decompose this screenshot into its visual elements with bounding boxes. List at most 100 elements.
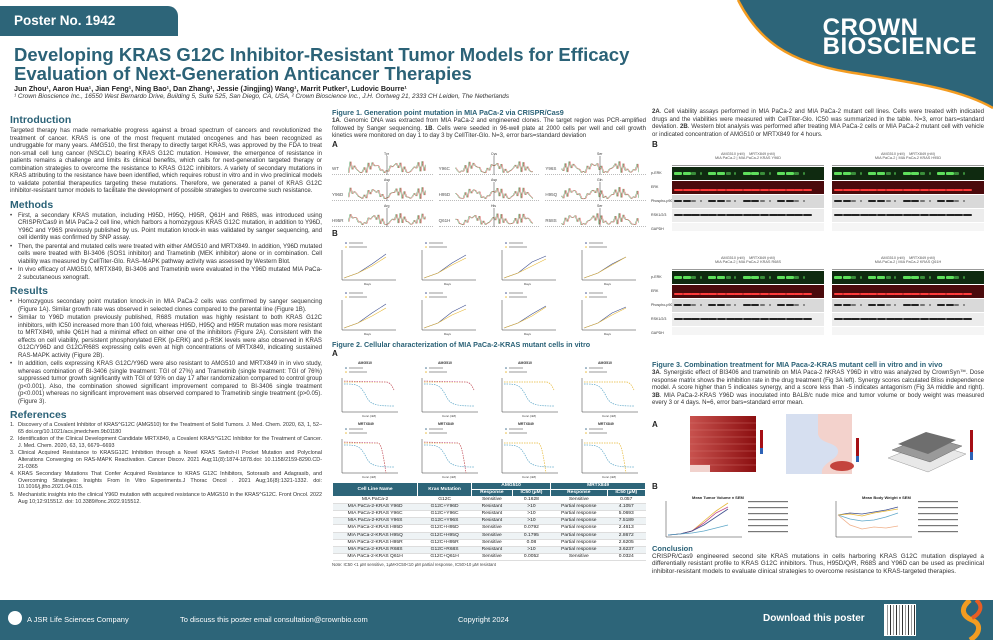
figure1-caption: 1A. Genomic DNA was extracted from MIA P… [332, 117, 646, 140]
affiliations: ¹ Crown Bioscience Inc., 16550 West Bern… [14, 93, 510, 100]
growth-curve-chart: Days [492, 290, 566, 336]
references-heading: References [10, 409, 67, 421]
table-cell: >10 [512, 510, 551, 519]
svg-text:Conc.(nM): Conc.(nM) [602, 414, 616, 418]
middle-column: Figure 1. Generation point mutation in M… [331, 108, 646, 567]
dose-response-chart: MRTX849 Conc.(nM) [412, 421, 486, 479]
svg-text:Conc.(nM): Conc.(nM) [442, 475, 456, 479]
svg-text:MRTX849: MRTX849 [358, 422, 374, 426]
svg-text:Asp: Asp [384, 178, 390, 182]
growth-curve-chart: Days [572, 240, 646, 286]
mutation-label: Y96D [332, 191, 344, 197]
table-cell: 2.8672 [607, 532, 646, 540]
chromatogram: Asp [454, 178, 533, 201]
table-row: MIA PaCa-2-KRAS H95Q G12C+H95Q Sensitive 0.… [332, 532, 646, 540]
jsr-logo-icon [8, 611, 22, 625]
subcolumn-header: IC50 (µM) [606, 488, 646, 497]
sequencing-trace: R68S Ser [545, 203, 646, 227]
sequencing-trace: Q61H His [438, 203, 540, 227]
caption-label: 1A [332, 117, 340, 124]
table-row: MIA PaCa-2-KRAS R68S G12C+R68S Resistant >1… [332, 546, 646, 555]
table-cell: Partial response [550, 532, 607, 540]
caption-label: 2A [652, 108, 660, 115]
western-blot-panel: AMG510 (nM) MRTX849 (nM) MIA PaCa-2 | MIA… [651, 152, 824, 252]
column-header: MRTX849 [550, 481, 646, 490]
svg-text:Conc.(nM): Conc.(nM) [522, 414, 536, 418]
svg-text:Days: Days [364, 282, 371, 286]
svg-text:MRTX849: MRTX849 [598, 422, 614, 426]
table-cell: MIA PaCa-2-KRAS H95Q [332, 532, 418, 540]
table-cell: 2.6205 [607, 539, 646, 547]
sequencing-trace: H95Q Gln [545, 177, 646, 201]
sequencing-trace: Y96C Cys [438, 151, 540, 175]
table-row: MIA PaCa-2 G12C Sensitive 0.1628 Sensitive 0.… [332, 496, 646, 504]
caption-text: . Genomic DNA was extracted from MIA PaC… [332, 117, 646, 132]
blot-row-labels: p-ERK ERK Phospho-p90RSK RSK1/2/3 GAPDH [651, 275, 680, 335]
sequencing-trace: Y96S Ser [545, 151, 646, 175]
download-poster-label[interactable]: Download this poster [763, 613, 865, 624]
caption-text: . Cell viability assays performed in MIA… [652, 108, 984, 130]
copyright: Copyright 2024 [458, 615, 509, 624]
subcolumn-header: Response [471, 488, 513, 497]
growth-curve-grid: Days Days Days Days Days Days Days Days [332, 240, 646, 336]
chromatogram: Ser [561, 204, 640, 227]
table-cell: >10 [512, 517, 551, 526]
crown-bioscience-logo: CROWN BIOSCIENCE [823, 16, 977, 59]
mutation-label: H95D [438, 191, 451, 197]
svg-text:Asp: Asp [491, 178, 497, 182]
conclusion-text: CRISPR/Cas9 engineered second site KRAS … [652, 552, 984, 576]
chart-title: Mean Body Weight ± SEM [862, 495, 911, 500]
western-blot-panel: AMG510 (nM) MRTX849 (nM) MIA PaCa-2 | MIA… [832, 256, 984, 356]
references-list: 1. Discovery of a Covalent Inhibitor of K… [10, 422, 322, 505]
svg-text:Days: Days [604, 332, 611, 336]
qr-code-icon[interactable] [884, 604, 916, 636]
figure1-panel-a-label: A [332, 139, 338, 149]
western-blot-panel: AMG510 (nM) MRTX849 (nM) MIA PaCa-2 | MIA… [832, 152, 984, 252]
reference-item: 4. KRAS Secondary Mutations That Confer A… [10, 471, 322, 491]
svg-text:Days: Days [444, 282, 451, 286]
figure3-caption: 3A. Synergistic effect of BI3406 and tra… [652, 369, 984, 407]
table-cell: G12C+H95R [417, 539, 472, 547]
results-item: In addition, cells expressing KRAS G12C/… [10, 360, 322, 405]
chart-title: Mean Tumor Volume ± SEM [692, 495, 744, 500]
table-cell: Partial response [550, 524, 607, 533]
reference-item: 3. Clinical Acquired Resistance to KRASG1… [10, 450, 322, 470]
column-header: Kras Mutation [417, 481, 473, 497]
table-cell: 0.0052 [512, 553, 551, 562]
table-cell: Resistant [471, 546, 513, 555]
table-cell: 0.1795 [512, 532, 551, 540]
methods-item: In vivo efficacy of AMG510, MRTX849, BI-… [10, 266, 322, 281]
caption-label: 1B [424, 124, 433, 132]
table-cell: G12C [417, 496, 472, 504]
results-item: Homozygous secondary point mutation knoc… [10, 298, 322, 313]
table-cell: Resistant [471, 517, 513, 526]
left-column: Introduction Targeted therapy has made r… [10, 112, 322, 506]
growth-curve-chart: Days [332, 240, 406, 286]
mutation-label: Q61H [438, 217, 451, 223]
blot-row-labels: p-ERK ERK Phospho-p90RSK RSK1/2/3 GAPDH [651, 171, 680, 231]
contact-email-link[interactable]: To discuss this poster email consultatio… [180, 615, 368, 624]
caption-label: 2B [679, 123, 688, 130]
chromatogram: Cys [454, 152, 533, 175]
table-cell: Sensitive [471, 553, 513, 562]
table-cell: G12C+H95Q [417, 532, 472, 540]
results-heading: Results [10, 285, 48, 297]
svg-text:Conc.(nM): Conc.(nM) [602, 475, 616, 479]
table-cell: MIA PaCa-2-KRAS R68S [332, 546, 418, 555]
dose-response-chart: AMG510 Conc.(nM) [572, 360, 646, 418]
dose-response-chart: MRTX849 Conc.(nM) [492, 421, 566, 479]
synergy-panels: A [652, 410, 984, 482]
svg-text:AMG510: AMG510 [518, 361, 532, 365]
chromatogram: Ser [561, 152, 640, 175]
svg-text:AMG510: AMG510 [598, 361, 612, 365]
mutation-label: H95Q [545, 191, 558, 197]
table-cell: Partial response [550, 517, 607, 526]
table-cell: Sensitive [471, 524, 513, 533]
svg-text:Cys: Cys [491, 152, 497, 156]
dose-response-chart: MRTX849 Conc.(nM) [572, 421, 646, 479]
svg-text:Days: Days [604, 282, 611, 286]
caption-label: 3B [652, 391, 660, 399]
svg-text:Days: Days [524, 282, 531, 286]
svg-text:AMG510: AMG510 [358, 361, 372, 365]
table-row: MIA PaCa-2-KRAS H95D G12C+H95D Sensitive 0.… [332, 524, 646, 533]
